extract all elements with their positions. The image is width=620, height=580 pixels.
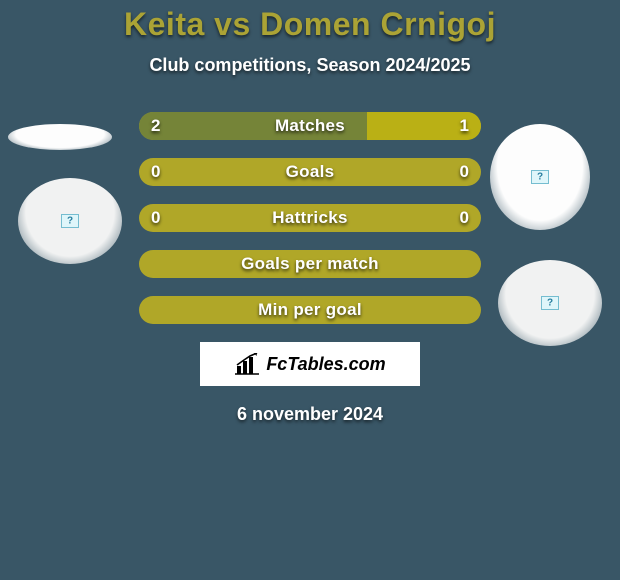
stat-row: Goals per match [139, 250, 481, 278]
comparison-infographic: Keita vs Domen Crnigoj Club competitions… [0, 0, 620, 580]
logo-box: FcTables.com [200, 342, 420, 386]
blob-top-left [8, 124, 112, 150]
blob-right-top [490, 124, 590, 230]
blob-left-avatar [18, 178, 122, 264]
stat-bars: Matches21Goals00Hattricks00Goals per mat… [139, 112, 481, 324]
stat-value-left: 0 [151, 158, 160, 186]
page-title: Keita vs Domen Crnigoj [0, 6, 620, 43]
stat-row: Min per goal [139, 296, 481, 324]
logo-text: FcTables.com [266, 354, 385, 375]
stat-label: Goals per match [139, 250, 481, 278]
placeholder-icon [61, 214, 79, 228]
stat-label: Hattricks [139, 204, 481, 232]
bar-chart-icon [234, 353, 260, 375]
stat-label: Matches [139, 112, 481, 140]
stat-row: Goals0 0 [139, 158, 481, 186]
stat-value-right: 0 [460, 204, 469, 232]
stat-row: Matches2 1 [139, 112, 481, 140]
placeholder-icon [531, 170, 549, 184]
stat-value-right: 0 [460, 158, 469, 186]
stat-label: Goals [139, 158, 481, 186]
stat-value-right: 1 [460, 112, 469, 140]
stat-label: Min per goal [139, 296, 481, 324]
stat-row: Hattricks0 0 [139, 204, 481, 232]
placeholder-icon [541, 296, 559, 310]
date-label: 6 november 2024 [0, 404, 620, 425]
page-subtitle: Club competitions, Season 2024/2025 [0, 55, 620, 76]
stat-value-left: 0 [151, 204, 160, 232]
blob-right-bottom [498, 260, 602, 346]
stat-value-left: 2 [151, 112, 160, 140]
